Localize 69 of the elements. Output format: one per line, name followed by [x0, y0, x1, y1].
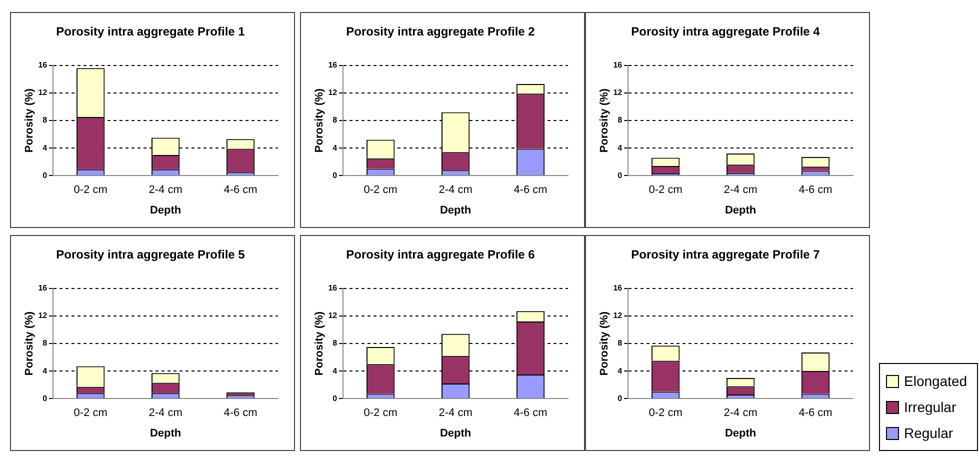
y-tick-label: 12 — [613, 311, 623, 320]
x-tick-label: 4-6 cm — [798, 184, 832, 196]
chart-title: Porosity intra aggregate Profile 2 — [346, 24, 536, 39]
x-axis-title: Depth — [150, 204, 182, 216]
chart-title: Porosity intra aggregate Profile 5 — [56, 248, 246, 262]
y-axis-title: Porosity (%) — [24, 88, 36, 153]
y-tick-label: 8 — [618, 338, 623, 348]
legend-label: Regular — [904, 425, 954, 441]
y-tick-label: 12 — [38, 88, 48, 98]
x-tick-label: 2-4 cm — [724, 184, 758, 196]
x-tick-label: 2-4 cm — [148, 407, 182, 420]
y-tick-label: 16 — [38, 60, 48, 70]
y-tick-label: 8 — [618, 116, 623, 125]
chart-title: Porosity intra aggregate Profile 1 — [56, 24, 246, 39]
y-tick-label: 0 — [332, 394, 338, 403]
x-tick-label: 2-4 cm — [438, 184, 472, 196]
y-tick-label: 0 — [42, 170, 48, 180]
x-axis-title: Depth — [440, 427, 472, 440]
legend-label: Irregular — [904, 399, 956, 415]
x-tick-label: 4-6 cm — [798, 407, 832, 420]
y-tick-label: 0 — [332, 170, 338, 180]
y-axis-title: Porosity (%) — [598, 88, 611, 153]
x-axis-title: Depth — [724, 204, 756, 216]
y-axis-title: Porosity (%) — [314, 88, 326, 153]
y-axis-title: Porosity (%) — [314, 311, 326, 376]
x-axis-title: Depth — [150, 427, 182, 440]
y-tick-label: 4 — [618, 366, 623, 376]
x-tick-label: 2-4 cm — [438, 407, 472, 420]
y-tick-label: 16 — [328, 60, 338, 70]
y-tick-label: 16 — [613, 60, 623, 70]
y-tick-label: 4 — [42, 366, 48, 376]
chart-title: Porosity intra aggregate Profile 4 — [631, 24, 820, 39]
chart-title: Porosity intra aggregate Profile 7 — [631, 248, 820, 262]
x-tick-label: 4-6 cm — [224, 407, 258, 420]
y-tick-label: 0 — [618, 394, 623, 403]
y-tick-label: 12 — [38, 311, 48, 320]
y-tick-label: 16 — [328, 284, 338, 293]
x-tick-label: 0-2 cm — [648, 407, 682, 420]
x-axis-title: Depth — [440, 204, 472, 216]
y-tick-label: 16 — [613, 284, 623, 293]
y-tick-label: 8 — [332, 116, 338, 125]
y-tick-label: 0 — [618, 170, 623, 180]
y-tick-label: 8 — [42, 338, 48, 348]
x-tick-label: 0-2 cm — [364, 184, 398, 196]
y-tick-label: 4 — [42, 143, 48, 152]
x-axis-title: Depth — [724, 427, 756, 440]
legend-label: Elongated — [904, 373, 968, 389]
y-tick-label: 12 — [613, 88, 623, 98]
y-tick-label: 8 — [42, 116, 48, 125]
y-tick-label: 4 — [332, 143, 338, 152]
y-tick-label: 0 — [42, 394, 48, 403]
x-tick-label: 4-6 cm — [514, 407, 548, 420]
y-tick-label: 4 — [332, 366, 338, 376]
chart-title: Porosity intra aggregate Profile 6 — [346, 248, 536, 262]
x-tick-label: 2-4 cm — [148, 184, 182, 196]
x-tick-label: 4-6 cm — [514, 184, 548, 196]
x-tick-label: 0-2 cm — [74, 407, 108, 420]
y-axis-title: Porosity (%) — [24, 311, 36, 376]
y-tick-label: 16 — [38, 284, 48, 293]
x-tick-label: 2-4 cm — [724, 407, 758, 420]
y-tick-label: 4 — [618, 143, 623, 152]
y-tick-label: 12 — [328, 88, 338, 98]
x-tick-label: 0-2 cm — [364, 407, 398, 420]
x-tick-label: 0-2 cm — [648, 184, 682, 196]
x-tick-label: 4-6 cm — [224, 184, 258, 196]
y-tick-label: 8 — [332, 338, 338, 348]
y-axis-title: Porosity (%) — [598, 311, 611, 376]
x-tick-label: 0-2 cm — [74, 184, 108, 196]
y-tick-label: 12 — [328, 311, 338, 320]
